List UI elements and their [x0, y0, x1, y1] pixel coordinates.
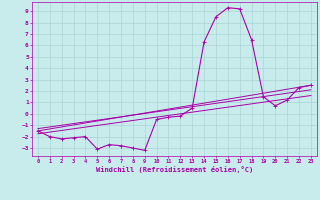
X-axis label: Windchill (Refroidissement éolien,°C): Windchill (Refroidissement éolien,°C)	[96, 166, 253, 173]
